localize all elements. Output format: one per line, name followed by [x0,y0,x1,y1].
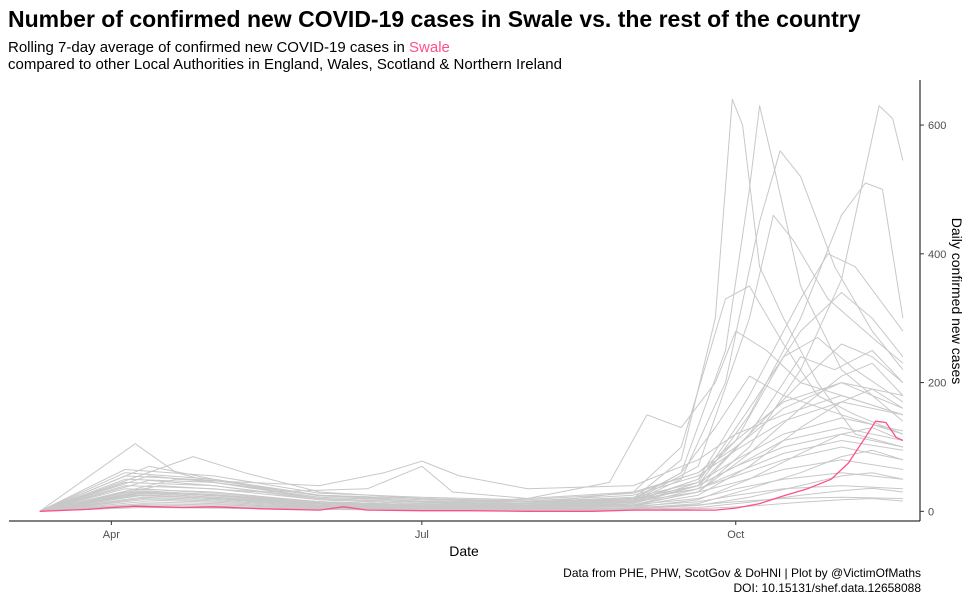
subtitle-highlight-area: Swale [409,39,450,56]
x-tick-label: Apr [103,529,120,541]
other-series-line [39,349,904,512]
other-series-line [39,343,904,512]
other-series-line [39,487,903,512]
other-series-line [39,98,904,512]
x-tick-label: Jul [415,529,429,541]
y-tick-label: 0 [928,506,934,518]
y-tick-label: 200 [928,378,946,390]
x-tick-label: Oct [727,529,744,541]
other-series-line [39,362,904,512]
chart-axes: Apr Jul Oct 0 200 400 600 [9,80,946,541]
other-series-line [39,417,904,512]
highlight-series-line [39,420,904,512]
caption-line-1: Data from PHE, PHW, ScotGov & DoHNI | Pl… [563,566,921,580]
subtitle-line-1: Rolling 7-day average of confirmed new C… [8,39,562,56]
y-tick-label: 400 [928,249,946,261]
chart-caption: Data from PHE, PHW, ScotGov & DoHNI | Pl… [563,566,921,595]
other-series-line [39,449,904,512]
chart-subtitle: Rolling 7-day average of confirmed new C… [8,39,562,73]
swale-series-line [39,420,904,512]
y-axis-title: Daily confirmed new cases [949,218,965,385]
other-series-line [39,292,904,512]
other-series-line [39,214,904,512]
other-series-line [39,105,904,512]
subtitle-prefix: Rolling 7-day average of confirmed new C… [8,39,410,56]
other-series-lines [39,98,904,512]
other-series-line [39,427,904,512]
other-series-line [39,285,904,512]
other-series-line [39,388,904,512]
subtitle-line-2: compared to other Local Authorities in E… [8,56,562,73]
x-axis-title: Date [449,543,479,559]
y-tick-label: 600 [928,120,946,132]
chart-title: Number of confirmed new COVID-19 cases i… [8,6,861,32]
other-series-line [39,182,904,512]
other-series-line [39,337,904,512]
other-series-line [39,395,904,512]
other-series-line [39,375,904,512]
other-series-line [39,105,904,512]
caption-line-2: DOI: 10.15131/shef.data.12658088 [733,580,921,595]
